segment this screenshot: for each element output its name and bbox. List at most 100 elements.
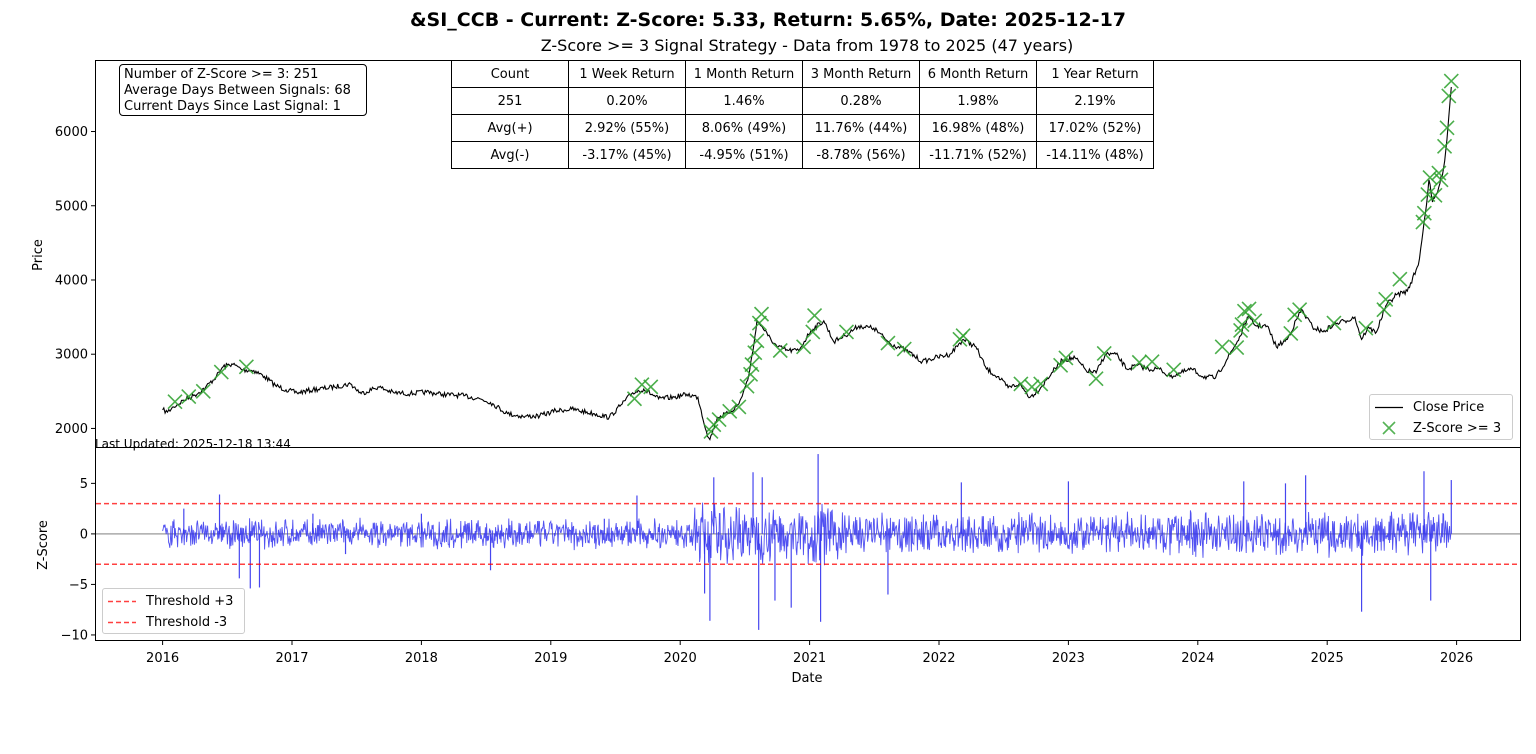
zscore-line (162, 502, 1452, 566)
signal-marker (1283, 325, 1299, 341)
signal-marker (1433, 172, 1449, 188)
dashed-line-icon (108, 621, 136, 624)
y-tick-label: 6000 (55, 125, 88, 140)
signal-marker (1326, 315, 1342, 331)
signal-marker (838, 324, 855, 340)
table-cell: -4.95% (51%) (685, 141, 803, 169)
close-price-line (162, 86, 1452, 441)
x-tick-label: 2018 (405, 651, 438, 666)
signal-marker (1088, 371, 1104, 387)
y-tick-label: −10 (61, 628, 88, 643)
signal-marker (796, 339, 812, 355)
table-cell: 1 Week Return (568, 60, 686, 88)
x-tick-label: 2024 (1181, 651, 1214, 666)
signal-marker (805, 324, 821, 340)
signal-marker (1233, 322, 1249, 339)
legend-item-close-price: Close Price (1370, 397, 1512, 418)
signal-marker (1234, 316, 1250, 333)
signal-marker (1427, 187, 1443, 203)
signal-marker (181, 388, 197, 405)
y-tick-label: −5 (69, 578, 88, 593)
zscore-legend: Threshold +3 Threshold -3 (102, 588, 245, 634)
signal-marker (1376, 302, 1392, 318)
price-legend: Close Price Z-Score >= 3 (1369, 394, 1513, 440)
table-cell: -11.71% (52%) (919, 141, 1037, 169)
table-cell: 2.92% (55%) (568, 114, 686, 142)
signal-marker (1416, 205, 1432, 221)
y-tick-label: 5 (80, 477, 88, 492)
x-tick-label: 2025 (1311, 651, 1344, 666)
signal-marker (1378, 291, 1394, 307)
signal-count-text: Number of Z-Score >= 3: 251 (124, 67, 319, 82)
table-cell: 1.98% (919, 87, 1037, 115)
signal-summary-box: Number of Z-Score >= 3: 251 Average Days… (119, 64, 367, 116)
line-swatch-icon (1375, 406, 1403, 409)
signal-marker (634, 377, 650, 393)
table-cell: 8.06% (49%) (685, 114, 803, 142)
y-tick-label: 5000 (55, 199, 88, 214)
signal-marker (751, 315, 767, 331)
table-cell: Count (451, 60, 569, 88)
signal-marker (1358, 320, 1374, 336)
signal-marker (742, 366, 759, 382)
x-tick-label: 2017 (275, 651, 308, 666)
dashed-line-icon (108, 600, 136, 603)
signal-marker (1096, 345, 1112, 362)
signal-marker (1241, 301, 1257, 317)
signal-marker (1131, 354, 1147, 370)
chart-title: &SI_CCB - Current: Z-Score: 5.33, Return… (409, 9, 1127, 31)
signal-marker (711, 411, 727, 428)
signal-marker (1436, 138, 1453, 154)
table-cell: 1 Year Return (1036, 60, 1154, 88)
x-tick-label: 2021 (793, 651, 826, 666)
days-since-signal-text: Current Days Since Last Signal: 1 (124, 99, 341, 114)
table-cell: -8.78% (56%) (802, 141, 920, 169)
x-tick-label: 2020 (664, 651, 697, 666)
legend-item-signal: Z-Score >= 3 (1370, 418, 1512, 439)
table-row: Avg(-) -3.17% (45%) -4.95% (51%) -8.78% … (451, 141, 1154, 169)
returns-table: Count 1 Week Return 1 Month Return 3 Mon… (451, 60, 1154, 169)
x-axis-label: Date (791, 671, 822, 686)
zscore-y-axis-label: Z-Score (36, 520, 51, 570)
signal-marker (739, 378, 755, 394)
signal-marker (772, 342, 788, 359)
last-updated-text: Last Updated: 2025-12-18 13:44 (95, 437, 291, 451)
x-tick-label: 2019 (534, 651, 567, 666)
table-cell: -14.11% (48%) (1036, 141, 1154, 169)
signal-marker (1033, 376, 1049, 392)
table-row: 251 0.20% 1.46% 0.28% 1.98% 2.19% (451, 87, 1154, 115)
signal-marker (896, 341, 912, 357)
y-tick-label: 3000 (55, 348, 88, 363)
x-tick-label: 2026 (1440, 651, 1473, 666)
zscore-plot-area (96, 454, 1520, 630)
signal-marker (722, 403, 738, 419)
legend-label: Threshold +3 (146, 594, 234, 609)
signal-marker (1058, 350, 1074, 366)
table-cell: -3.17% (45%) (568, 141, 686, 169)
x-tick-label: 2023 (1052, 651, 1085, 666)
legend-label: Threshold -3 (146, 615, 228, 630)
table-cell: 0.28% (802, 87, 920, 115)
y-tick-label: 0 (80, 527, 88, 542)
legend-label: Z-Score >= 3 (1413, 421, 1502, 436)
signal-marker (753, 306, 770, 322)
table-cell: Avg(+) (451, 114, 569, 142)
signal-marker (1053, 357, 1069, 373)
signal-marker (1166, 362, 1182, 378)
signal-marker (626, 391, 643, 407)
signal-marker (238, 359, 254, 375)
legend-item-threshold-lower: Threshold -3 (103, 612, 244, 633)
signal-marker (1024, 379, 1040, 395)
signal-marker (806, 308, 823, 324)
y-tick-label: 2000 (55, 422, 88, 437)
signal-marker (749, 333, 765, 349)
signal-marker (1247, 313, 1263, 329)
x-tick-label: 2016 (146, 651, 179, 666)
signal-marker (195, 383, 211, 399)
y-tick-label: 4000 (55, 273, 88, 288)
x-tick-label: 2022 (922, 651, 955, 666)
signal-marker (1214, 339, 1230, 355)
table-cell: Avg(-) (451, 141, 569, 169)
table-cell: 1 Month Return (685, 60, 803, 88)
